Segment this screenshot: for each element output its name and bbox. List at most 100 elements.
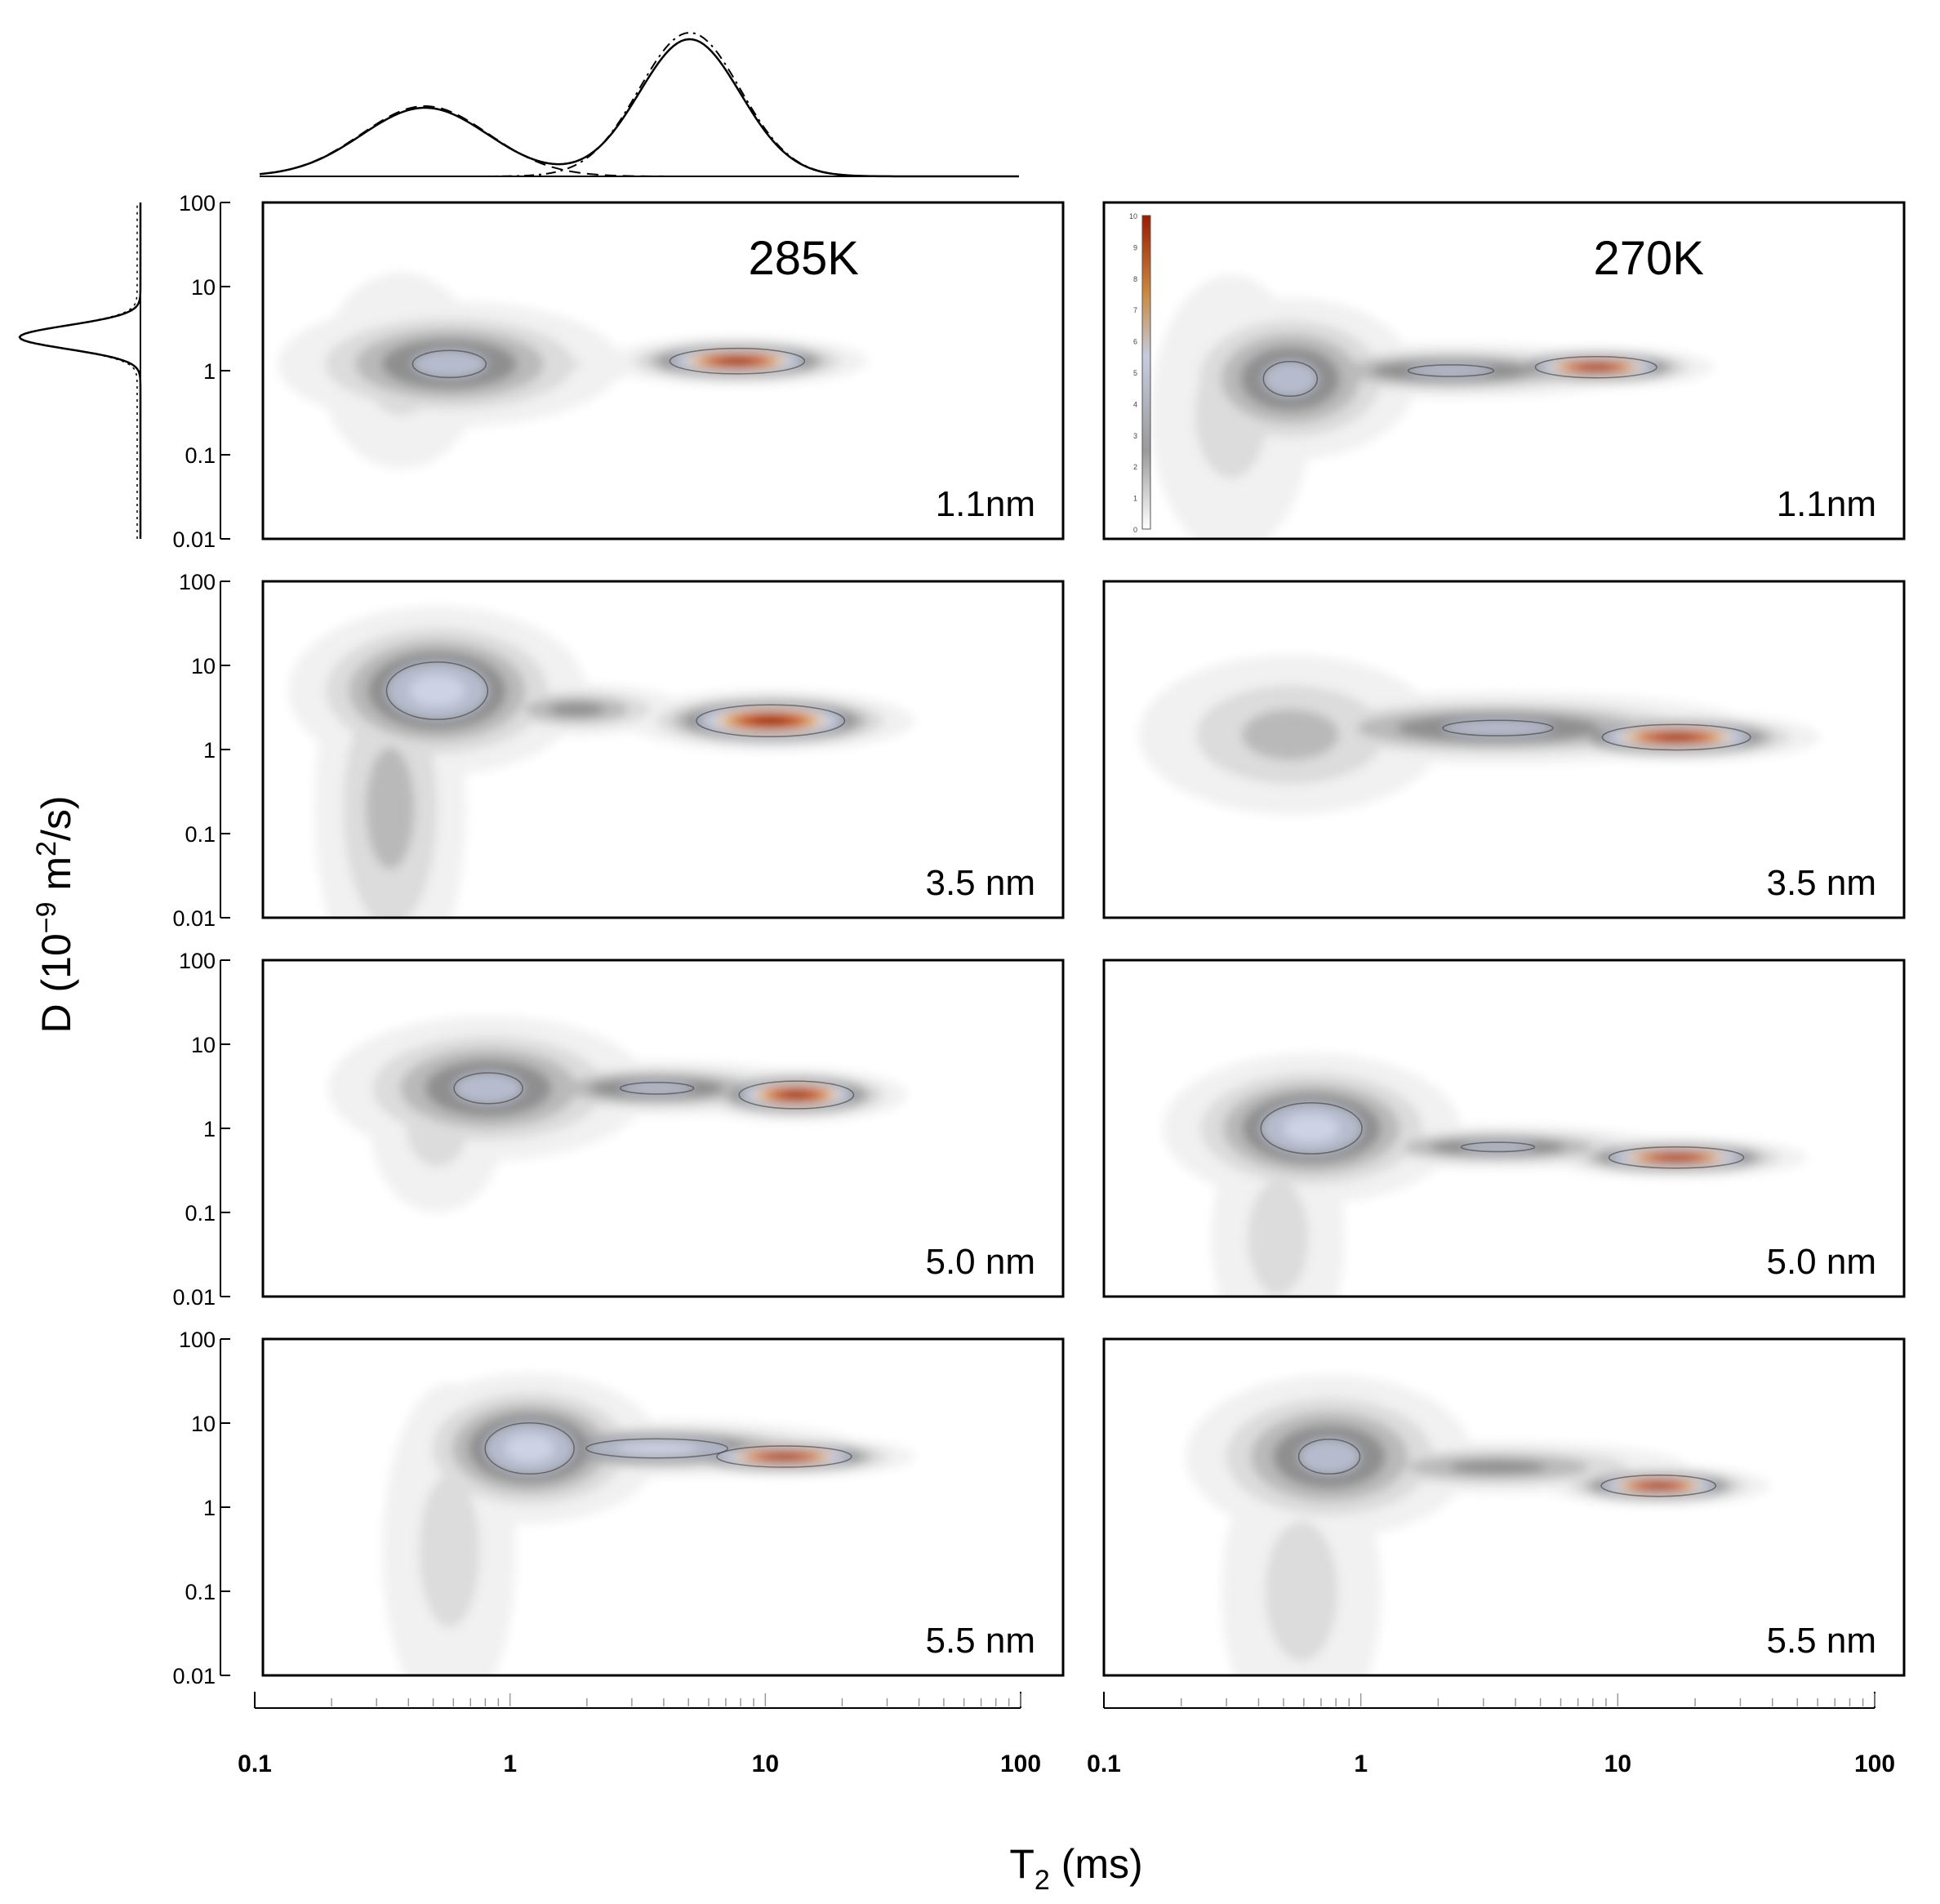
contour-line-2	[1442, 719, 1554, 736]
left-marginal-dotted-curve	[19, 202, 138, 539]
y-tick-label: 0.01	[172, 527, 216, 552]
panel-pore-size-label: 1.1nm	[1777, 484, 1876, 524]
heatmap-area	[1138, 655, 1820, 815]
heatmap-blobs	[1163, 1053, 1807, 1297]
heatmap-area	[278, 272, 868, 469]
left-marginal	[18, 202, 142, 539]
contour-line-1	[1262, 360, 1319, 398]
heatmap-level-10-blob-4	[1659, 1154, 1693, 1161]
contour-line-4	[1608, 1146, 1745, 1169]
heatmap-blobs	[278, 272, 868, 469]
y-tick-label: 1	[203, 359, 216, 384]
heatmap-level-2-blob-2	[1265, 1521, 1338, 1662]
colorbar-tick-label: 7	[1133, 306, 1137, 314]
contour-line-1	[385, 661, 489, 720]
contour-line-3	[1601, 723, 1751, 751]
panel-frame	[1102, 959, 1906, 1298]
y-tick-label: 0.1	[185, 443, 216, 468]
heatmap-level-5-blob-1	[1263, 361, 1318, 397]
panel-frame	[1102, 580, 1906, 919]
contour-line-3	[1407, 364, 1495, 377]
contour-line-1	[453, 1072, 523, 1105]
contour-line-3	[619, 1082, 695, 1095]
panel-pore-size-label: 3.5 nm	[925, 863, 1035, 903]
left-marginal-solid-curve	[18, 202, 142, 539]
y-tick-label: 0.01	[172, 1664, 216, 1688]
y-tick-label: 10	[191, 1033, 216, 1057]
contour-line-1	[484, 1422, 575, 1475]
temperature-label-285K: 285K	[749, 232, 860, 285]
panel-pore-size-label: 5.0 nm	[1766, 1242, 1876, 1282]
y-tick-label: 100	[179, 1328, 216, 1352]
top-marginal-solid-curve	[259, 38, 1019, 178]
panel-285k-2: 3.5 nm 100 10 1 0.1 0.01	[172, 570, 1065, 931]
panel-pore-size-label: 5.5 nm	[925, 1621, 1035, 1661]
colorbar-tick-label: 0	[1133, 526, 1137, 534]
colorbar-tick-label: 5	[1133, 369, 1137, 377]
y-tick-label: 10	[191, 275, 216, 300]
panel-270k-3: 5.0 nm	[1102, 959, 1906, 1298]
panel-270k-4: 5.5 nm	[1102, 1337, 1906, 1677]
y-tick-label: 0.1	[185, 822, 216, 847]
heatmap-blobs	[327, 1016, 908, 1212]
y-tick-label: 0.1	[185, 1201, 216, 1226]
temperature-label-270K: 270K	[1594, 232, 1705, 285]
x-axis-285K: 0.1 1 10 100	[238, 1692, 1041, 1777]
heatmap-level-5-blob-1	[1298, 1439, 1360, 1475]
contour-line-4	[1534, 355, 1657, 379]
panel-frame	[1102, 1337, 1906, 1677]
y-tick-label: 0.1	[185, 1580, 216, 1604]
x-tick-label: 100	[1000, 1751, 1041, 1777]
y-tick-label: 10	[191, 654, 216, 678]
heatmap-level-6-blob-3	[617, 1443, 696, 1454]
panel-frame	[1102, 201, 1906, 541]
x-tick-label: 100	[1854, 1751, 1895, 1777]
x-tick-label: 10	[1604, 1751, 1631, 1777]
contour-line-3	[1460, 1141, 1536, 1153]
heatmap-area	[327, 1016, 908, 1212]
panel-270k-2: 3.5 nm	[1102, 580, 1906, 919]
panel-pore-size-label: 3.5 nm	[1766, 863, 1876, 903]
panel-285k-1: 1.1nm 285K 100 10 1 0.1 0.01	[172, 191, 1065, 552]
x-tick-label: 10	[752, 1751, 779, 1777]
heatmap-level-3-blob-1	[1242, 709, 1339, 760]
top-marginal-dashdot-curve	[260, 32, 1019, 177]
heatmap-level-5-blob-1	[454, 1072, 523, 1104]
y-tick-label: 0.01	[172, 906, 216, 931]
heatmap-level-6-blob-1	[1284, 1114, 1340, 1143]
heatmap-level-5-blob-2	[1443, 720, 1554, 736]
contour-line-3	[585, 1438, 729, 1459]
heatmap-area	[1163, 1053, 1807, 1297]
heatmap-level-10-blob-4	[1644, 1483, 1673, 1489]
contour-line-4	[669, 347, 806, 375]
x-tick-label: 0.1	[1087, 1751, 1121, 1777]
heatmap-level-6-blob-1	[505, 1434, 554, 1463]
heatmap-blobs	[1150, 274, 1714, 539]
contour-line-1	[1260, 1101, 1363, 1155]
colorbar-gradient	[1141, 215, 1151, 530]
heatmap-level-5-blob-3	[1461, 1142, 1535, 1152]
contour-line-4	[1600, 1474, 1717, 1497]
heatmap-level-5-blob-3	[1408, 364, 1494, 377]
heatmap-level-6-blob-1	[409, 674, 465, 707]
heatmap-area	[288, 606, 914, 918]
y-tick-label: 1	[203, 738, 216, 763]
heatmap-level-2-blob-2	[419, 1475, 480, 1628]
heatmap-blobs	[382, 1373, 915, 1675]
panel-285k-3: 5.0 nm 100 10 1 0.1 0.01	[172, 949, 1065, 1310]
y-tick-label: 10	[191, 1412, 216, 1436]
panel-frame	[261, 959, 1065, 1298]
colorbar-tick-label: 4	[1133, 400, 1137, 408]
x-tick-label: 0.1	[238, 1751, 272, 1777]
x-tick-label: 1	[503, 1751, 517, 1777]
heatmap-area	[382, 1373, 915, 1675]
y-tick-label: 100	[179, 949, 216, 973]
heatmap-level-3-blob-2	[366, 747, 415, 870]
heatmap-level-10-blob-4	[719, 358, 754, 365]
heatmap-blobs	[1138, 655, 1820, 815]
top-marginal-dashed-curve	[259, 105, 1019, 177]
panel-pore-size-label: 5.0 nm	[925, 1242, 1035, 1282]
heatmap-level-10-blob-3	[1657, 733, 1696, 741]
